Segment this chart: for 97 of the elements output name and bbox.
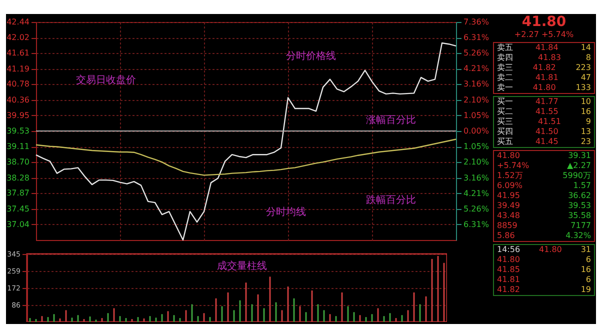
y-tick-label: 37.87 [6,188,30,198]
y2-tick-label: 4.21% [464,64,490,74]
text: 13 [580,127,591,137]
annotation: 交易日收盘价 [76,74,136,86]
y2-tick-label: 2.10% [464,158,490,167]
y-tick-label: 41.61 [6,48,30,58]
text: 卖五 [497,43,513,53]
text: 41.80 [497,255,520,265]
annotation: 涨幅百分比 [366,114,416,126]
y-tick-label: 39.53 [6,126,30,136]
text: 41.80 [520,14,568,30]
y2-tick-label: 3.16% [464,80,490,89]
text: 9 [586,117,591,127]
text: 41.55 [535,107,558,117]
annotation: 跌幅百分比 [366,194,416,206]
text: 买四 [497,127,513,137]
text: 8859 [497,221,518,231]
text: 31 [580,245,591,255]
y2-tick-label: 1.05% [464,142,490,152]
text: 41.84 [535,43,558,53]
text: 14:56 [497,245,520,255]
y-tick-label: 41.19 [6,64,30,74]
text: 19 [580,285,591,295]
text: 41.95 [497,191,520,201]
text: 41.80 [538,245,562,255]
text: 41.80 [497,151,520,161]
line-series [35,138,457,176]
text: 223 [576,63,591,73]
text: 39.53 [568,201,591,211]
y-tick-label: 39.95 [6,110,30,120]
text: 卖二 [497,73,513,83]
text: 买五 [497,137,513,147]
annotation: 分时均线 [266,206,306,218]
text: 41.80 [532,83,556,93]
text: +5.74% [497,161,530,171]
annotation: 成交量柱线 [217,260,267,272]
text: 6 [586,275,591,285]
text: 5.86 [497,231,515,241]
text: 14 [580,43,591,53]
text: 卖四 [497,53,513,63]
y-tick-label: 42.02 [6,33,30,42]
text: 35.58 [568,211,591,221]
y2-tick-label: 0.00% [464,126,490,136]
y-tick-label: 37.45 [6,204,30,214]
text: 39.31 [568,151,591,161]
text: 6.09% [497,181,522,191]
text: 47 [580,73,591,83]
text: 41.45 [535,137,558,147]
text: 41.81 [535,73,558,83]
y2-tick-label: 1.05% [464,110,490,120]
text: 1.52万 [497,171,523,181]
text: 41.50 [535,127,558,137]
text: 41.82 [497,285,520,295]
text: 8 [586,53,591,63]
text: 39.49 [497,201,520,211]
text: ▲2.27 [567,161,591,171]
y2-tick-label: 3.16% [464,173,490,182]
text: 7177 [570,221,591,231]
y-tick-label: 38.28 [6,173,30,182]
y2-tick-label: 5.26% [464,48,490,58]
text: 36.62 [568,191,591,201]
text: 买三 [497,117,513,127]
y-tick-label: 42.44 [6,18,30,26]
text: 43.48 [497,211,520,221]
text: 卖一 [497,83,513,93]
y2-tick-label: 6.31% [464,33,490,42]
y-tick-label: 40.78 [6,80,30,89]
text: 5990万 [562,171,591,181]
y-tick-label: 37.04 [6,220,30,229]
text: 买一 [497,97,513,107]
y2-tick-label: 2.10% [464,95,490,104]
y-tick-label: 40.36 [6,95,30,104]
text: 41.81 [497,275,520,285]
line-series [35,42,457,241]
text: 41.83 [538,53,561,63]
y2-tick-label: 7.36% [464,18,490,26]
text: 41.85 [497,265,520,275]
y-tick-label: 39.11 [6,142,30,152]
text: 6 [586,255,591,265]
text: +2.27 +5.74% [513,30,575,40]
text: 23 [580,137,591,147]
text: 41.77 [535,97,558,107]
text: 卖三 [497,63,513,73]
y-tick-label: 38.70 [6,158,30,167]
y2-tick-label: 5.26% [464,204,490,214]
y2-tick-label: 6.31% [464,220,490,229]
text: 16 [580,265,591,275]
text: 133 [576,83,591,93]
text: 41.82 [532,63,556,73]
text: 买二 [497,107,513,117]
text: 4.32% [566,231,591,241]
text: 1.57 [573,181,591,191]
annotation: 分时价格线 [286,50,336,62]
y2-tick-label: 4.21% [464,188,490,198]
text: 10 [580,97,591,107]
text: 41.51 [538,117,561,127]
text: 16 [580,107,591,117]
